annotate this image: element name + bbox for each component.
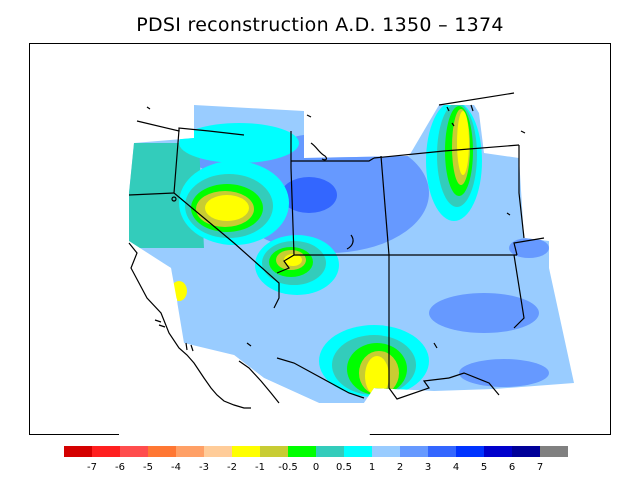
pdsi-utah-dry-1 [284,254,302,266]
colorbar-tick-label: 7 [537,462,543,473]
colorbar-swatch [512,446,540,457]
great-salt-lake [310,142,328,161]
map-title: PDSI reconstruction A.D. 1350 – 1374 [136,14,504,36]
colorbar-swatch [288,446,316,457]
border-tx-south [448,372,500,396]
colorbar-swatch [484,446,512,457]
colorbar-swatch [148,446,176,457]
pdsi-north-rim [179,123,299,163]
colorbar-swatch [316,446,344,457]
colorbar-swatch [64,446,92,457]
border-nevada-utah [276,131,295,274]
pdsi-ne-dry-1 [457,111,469,175]
colorbar-tick-label: 2 [397,462,403,473]
colorbar-tick-label: -4 [171,462,181,473]
border-northeast [438,92,515,106]
colorbar-swatch [372,446,400,457]
colorbar-tick-label: -2 [227,462,237,473]
border-canada [136,120,245,136]
pdsi-wet-core [281,177,337,213]
colorbar-swatch [260,446,288,457]
colorbar-swatch [92,446,120,457]
colorbar-swatch [540,446,568,457]
colorbar-tick-label: 5 [481,462,487,473]
border-tx [513,254,525,329]
colorbar-tick-label: -5 [143,462,153,473]
pdsi-wet-south [459,359,549,387]
lake-powell [346,234,354,250]
channel-islands [154,319,438,352]
border-idaho-wy [291,157,375,162]
pdsi-coast-near-normal [129,143,204,248]
map-panel [29,43,611,435]
border-ut-co [380,155,390,256]
colorbar-swatch [400,446,428,457]
lakes-northeast [446,104,526,216]
lakes-northwest [146,106,312,118]
colorbar-tick-label: 0.5 [336,462,352,473]
colorbar-tick-label: -6 [115,462,125,473]
colorbar-tick-label: -3 [199,462,209,473]
colorbar-tick-label: -7 [87,462,97,473]
border-ks-ok [513,237,545,256]
colorbar: -7 -6 -5 -4 -3 -2 -1 -0.5 0 0.5 1 2 3 4 5 6 7 [64,446,568,473]
boundaries [128,92,545,409]
border-wy-sd [373,144,520,159]
colorbar-swatch [176,446,204,457]
colorbar-swatch [428,446,456,457]
lake-tahoe [171,196,177,202]
colorbar-swatch [344,446,372,457]
border-east [518,145,525,239]
colorbar-tick-label: -1 [255,462,265,473]
colorbar-swatch [120,446,148,457]
pdsi-wet-newmexico [429,293,539,333]
colorbar-swatch [456,446,484,457]
colorbar-tick-label: -0.5 [278,462,298,473]
water-features [146,104,526,352]
pdsi-nevada-dry-1 [205,195,249,221]
colorbar-swatch [232,446,260,457]
pdsi-wet-east [509,238,549,258]
colorbar-tick-label: 0 [313,462,319,473]
border-mexico-nm [388,377,450,400]
colorbar-tick-label: 3 [425,462,431,473]
colorbar-tick-label: 6 [509,462,515,473]
colorbar-swatch [204,446,232,457]
ocean-mask [119,241,374,435]
coastline-pacific [128,242,251,409]
coastline-gulf [238,360,280,404]
colorbar-tick-label: 1 [369,462,375,473]
pdsi-az-dry-1 [365,356,389,396]
border-california [173,129,280,309]
border-mexico-az [276,357,365,399]
colorbar-tick-label: 4 [453,462,459,473]
border-oregon [128,192,175,196]
